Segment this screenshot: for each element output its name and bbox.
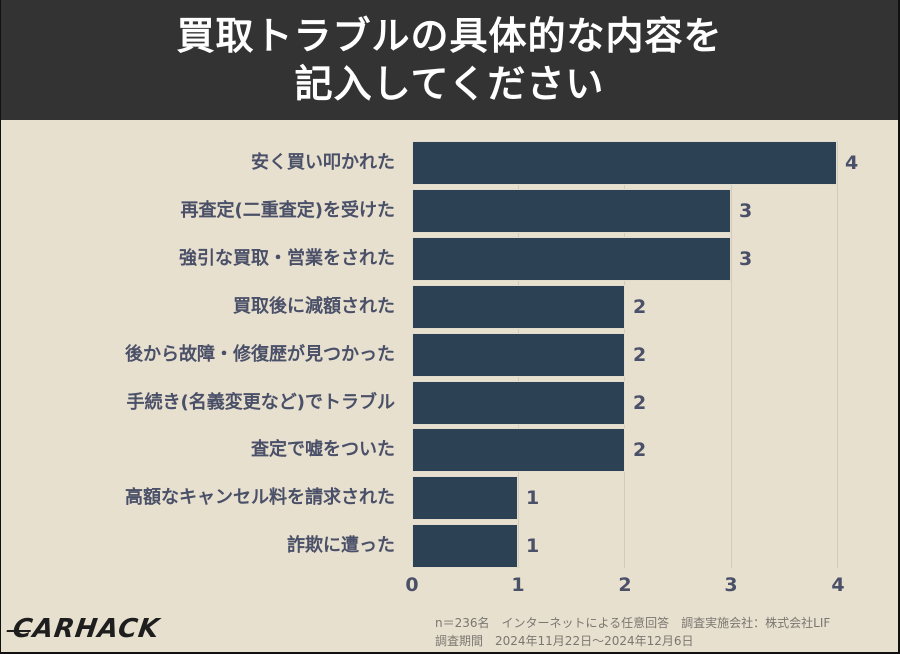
category-label: 再査定(二重査定)を受けた (180, 200, 395, 221)
gridline-4 (837, 141, 838, 568)
category-label: 高額なキャンセル料を請求された (125, 487, 395, 508)
bar (412, 237, 731, 281)
title-line-1: 買取トラブルの具体的な内容を (176, 14, 723, 58)
x-tick-2: 2 (618, 574, 632, 596)
category-label: 査定で嘘をついた (251, 439, 395, 460)
x-tick-4: 4 (831, 574, 845, 596)
x-tick-3: 3 (724, 574, 738, 596)
bar (412, 524, 518, 568)
bar (412, 333, 625, 377)
value-label: 2 (633, 344, 647, 366)
bar (412, 428, 625, 472)
bar (412, 189, 731, 233)
carhack-logo: CARHACK (6, 614, 162, 644)
bar (412, 141, 837, 185)
logo-text: CARHACK (10, 614, 162, 644)
bar (412, 285, 625, 329)
value-label: 2 (633, 296, 647, 318)
value-label: 1 (526, 487, 540, 509)
category-label: 強引な買取・営業をされた (179, 248, 395, 269)
value-label: 2 (633, 439, 647, 461)
x-tick-0: 0 (405, 574, 419, 596)
value-label: 3 (739, 248, 753, 270)
category-label: 買取後に減額された (233, 296, 395, 317)
x-tick-1: 1 (511, 574, 525, 596)
title-line-2: 記入してください (294, 62, 605, 106)
survey-note-1: n＝236名 インターネットによる任意回答 調査実施会社：株式会社LIF (435, 616, 831, 630)
title-banner: 買取トラブルの具体的な内容を 記入してください (1, 0, 898, 120)
category-label: 詐欺に遭った (287, 535, 395, 556)
speed-line-icon (6, 630, 31, 632)
value-label: 3 (739, 200, 753, 222)
gridline-3 (731, 141, 732, 568)
category-label: 後から故障・修復歴が見つかった (125, 344, 395, 365)
value-label: 2 (633, 392, 647, 414)
value-label: 4 (845, 152, 859, 174)
bar (412, 476, 518, 520)
category-label: 安く買い叩かれた (251, 152, 395, 173)
category-label: 手続き(名義変更など)でトラブル (126, 392, 395, 413)
value-label: 1 (526, 535, 540, 557)
survey-note-2: 調査期間 2024年11月22日〜2024年12月6日 (435, 634, 694, 648)
bar (412, 381, 625, 425)
